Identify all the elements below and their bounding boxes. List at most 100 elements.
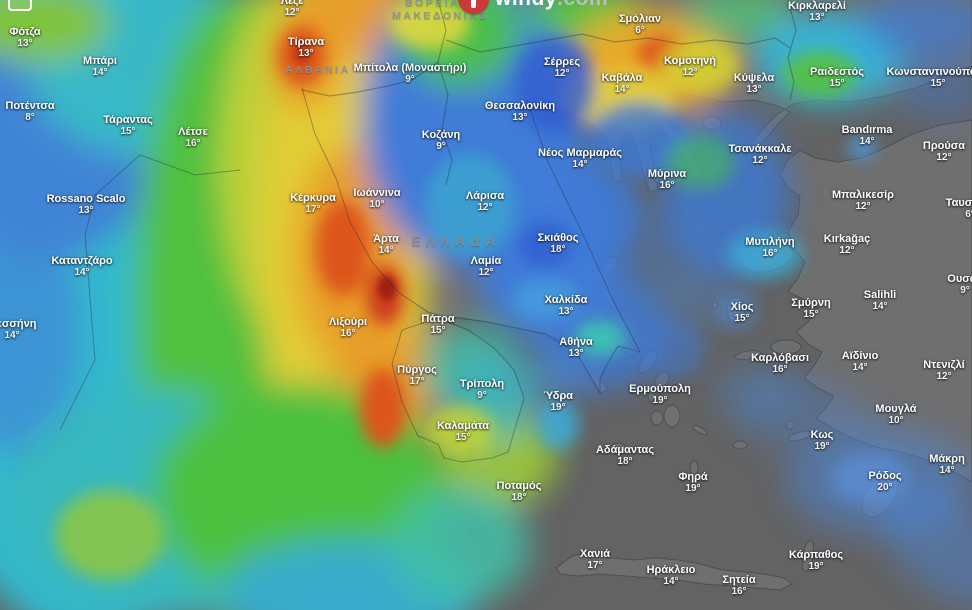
city-label[interactable]: Σητεία 16° <box>722 574 755 598</box>
city-temperature: 16° <box>185 138 201 150</box>
city-label[interactable]: Ταυσανλί6° <box>946 197 972 221</box>
city-label[interactable]: Ιωάννινα 10° <box>353 187 400 211</box>
city-temperature: 12° <box>478 267 494 279</box>
city-name: Κύψελα <box>733 72 775 84</box>
city-label[interactable]: Αθήνα 13° <box>559 336 593 360</box>
city-name: Κομοτηνή <box>663 55 717 67</box>
city-name: Άρτα <box>373 233 399 245</box>
city-name: Κωνσταντινούπολη <box>886 66 972 78</box>
city-label[interactable]: Κως 19° <box>811 429 834 453</box>
city-label[interactable]: Ραιδεστός 15° <box>810 66 864 90</box>
city-temperature: 17° <box>587 560 603 572</box>
city-label[interactable]: Καβάλα 14° <box>602 72 643 96</box>
city-label[interactable]: Σμόλιαν 6° <box>619 13 661 37</box>
city-label[interactable]: Προύσα 12° <box>923 140 965 164</box>
city-temperature: 16° <box>340 328 356 340</box>
city-label[interactable]: Κύψελα 13° <box>734 72 775 96</box>
city-label[interactable]: Ερμούπολη 19° <box>629 383 691 407</box>
city-label[interactable]: Τσανάκκαλε 12° <box>728 143 791 167</box>
city-label[interactable]: Λαμία 12° <box>471 255 502 279</box>
city-name: Τσανάκκαλε <box>728 143 792 155</box>
city-name: Ουσάκ <box>947 273 972 285</box>
city-name: Μπάρι <box>83 55 117 67</box>
city-name: Bandırma <box>841 124 893 136</box>
city-label[interactable]: Ρόδος 20° <box>868 470 901 494</box>
city-label[interactable]: Ύδρα 19° <box>543 390 573 414</box>
city-label[interactable]: Ντενιζλί 12° <box>923 359 965 383</box>
city-label[interactable]: Ποτέντσα 8° <box>5 100 54 124</box>
city-label[interactable]: Κιρκλαρελί 13° <box>788 0 846 24</box>
city-temperature: 13° <box>558 306 574 318</box>
city-label[interactable]: Μυτιλήνη 16° <box>745 236 794 260</box>
city-label[interactable]: Χίος 15° <box>731 301 754 325</box>
city-label[interactable]: Salihli 14° <box>864 289 896 313</box>
city-name: Τίρανα <box>287 36 325 48</box>
city-label[interactable]: Λιξούρι 16° <box>329 316 367 340</box>
city-label[interactable]: Άρτα 14° <box>373 233 399 257</box>
city-label[interactable]: Σέρρες 12° <box>544 56 580 80</box>
city-label[interactable]: Πάτρα 15° <box>421 313 454 337</box>
windy-logo[interactable]: windy.com <box>458 0 608 15</box>
city-label[interactable]: Λάρισα 12° <box>466 190 504 214</box>
city-label[interactable]: Νέος Μαρμαράς 14° <box>538 147 622 171</box>
city-temperature: 9° <box>960 285 970 297</box>
city-label[interactable]: Φότζα 13° <box>9 26 40 50</box>
city-label[interactable]: Μπίτολα (Μοναστήρι) 9° <box>354 62 467 86</box>
city-temperature: 15° <box>930 78 946 90</box>
city-label[interactable]: Καταντζάρο 14° <box>51 255 112 279</box>
city-label[interactable]: Κοζάνη 9° <box>422 129 460 153</box>
city-temperature: 10° <box>369 199 385 211</box>
city-label[interactable]: Μύρινα 16° <box>648 168 686 192</box>
city-label[interactable]: Κομοτηνή 12° <box>664 55 716 79</box>
brand-name: windy <box>495 0 557 10</box>
city-label[interactable]: Θεσσαλονίκη 13° <box>485 100 555 124</box>
city-name: Μάκρη <box>929 453 965 465</box>
city-temperature: 14° <box>92 67 108 79</box>
city-label[interactable]: Kırkağaç 12° <box>824 233 870 257</box>
city-label[interactable]: Φηρά 19° <box>678 471 707 495</box>
city-label[interactable]: Ηράκλειο 14° <box>647 564 696 588</box>
city-temperature: 15° <box>455 432 471 444</box>
city-temperature: 15° <box>829 78 845 90</box>
city-label[interactable]: Καλαμάτα 15° <box>437 420 489 444</box>
city-label[interactable]: Αδάμαντας 18° <box>596 444 654 468</box>
city-temperature: 9° <box>477 390 487 402</box>
city-label[interactable]: Μπάρι 14° <box>83 55 117 79</box>
city-label[interactable]: Λέτσε 16° <box>178 126 208 150</box>
city-temperature: 14° <box>663 576 679 588</box>
city-label[interactable]: Κάρπαθος 19° <box>789 549 843 573</box>
city-label[interactable]: Αϊδίνιο 14° <box>842 350 879 374</box>
windy-logo-text: windy.com <box>495 0 608 11</box>
city-label[interactable]: Μάκρη 14° <box>929 453 965 477</box>
city-label[interactable]: Κέρκυρα 17° <box>290 192 336 216</box>
city-label[interactable]: Rossano Scalo 13° <box>47 193 126 217</box>
city-temperature: 12° <box>855 201 871 213</box>
city-label[interactable]: Μπαλικεσίρ 12° <box>832 189 894 213</box>
city-name: Κως <box>810 429 834 441</box>
city-label[interactable]: Μουγλά 10° <box>875 403 916 427</box>
city-temperature: 14° <box>872 301 888 313</box>
city-label[interactable]: Τίρανα 13° <box>288 36 324 60</box>
city-label[interactable]: Ουσάκ9° <box>947 273 972 297</box>
city-label[interactable]: Σκιάθος 18° <box>538 232 579 256</box>
city-label[interactable]: Λέζε 12° <box>281 0 304 19</box>
city-label[interactable]: Σμύρνη 15° <box>791 297 830 321</box>
city-temperature: 15° <box>120 126 136 138</box>
city-label[interactable]: Κωνσταντινούπολη15° <box>887 66 972 90</box>
map-control-icon[interactable] <box>8 0 32 11</box>
city-label[interactable]: Ποταμός 18° <box>497 480 542 504</box>
city-label[interactable]: Πύργος 17° <box>397 364 437 388</box>
city-label[interactable]: Τρίπολη 9° <box>460 378 504 402</box>
city-name: Σμύρνη <box>791 297 831 309</box>
city-name: Προύσα <box>922 140 966 152</box>
city-label[interactable]: Bandırma 14° <box>842 124 893 148</box>
city-label[interactable]: Χαλκίδα 13° <box>545 294 588 318</box>
city-temperature: 8° <box>25 112 35 124</box>
city-name: Κιρκλαρελί <box>788 0 846 12</box>
city-label[interactable]: Τάραντας 15° <box>103 114 152 138</box>
city-label[interactable]: Χανιά 17° <box>580 548 610 572</box>
city-label[interactable]: Καρλόβασι 16° <box>751 352 809 376</box>
city-temperature: 12° <box>936 371 952 383</box>
city-label[interactable]: Μεσσήνη14° <box>0 318 37 342</box>
